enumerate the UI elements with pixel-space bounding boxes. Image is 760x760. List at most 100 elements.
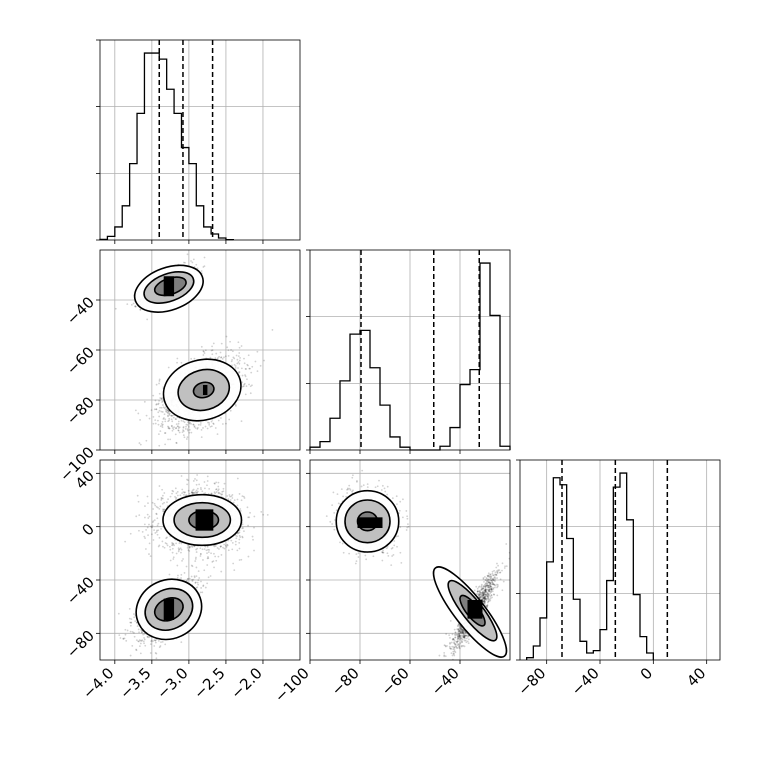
- scatter-point: [161, 508, 164, 511]
- scatter-point: [176, 357, 179, 360]
- scatter-point: [157, 529, 160, 532]
- scatter-point: [151, 526, 154, 528]
- scatter-point: [171, 414, 174, 417]
- scatter-point: [215, 491, 218, 493]
- scatter-point: [194, 427, 197, 429]
- scatter-point: [213, 545, 216, 548]
- scatter-point: [212, 560, 215, 563]
- scatter-point: [238, 547, 241, 550]
- scatter-point: [206, 427, 209, 430]
- scatter-point: [155, 408, 158, 411]
- scatter-point: [165, 411, 168, 413]
- scatter-point: [143, 632, 146, 635]
- scatter-point: [154, 639, 157, 642]
- scatter-point: [146, 526, 149, 529]
- scatter-point: [181, 492, 183, 495]
- scatter-point: [170, 414, 173, 417]
- scatter-point: [186, 436, 189, 439]
- scatter-point: [208, 423, 211, 426]
- scatter-point: [233, 569, 236, 572]
- density-peak: [202, 385, 208, 395]
- scatter-point: [217, 489, 220, 492]
- scatter-point: [171, 420, 174, 423]
- scatter-point: [229, 499, 232, 501]
- scatter-point: [234, 365, 237, 367]
- scatter-point: [167, 427, 170, 430]
- scatter-point: [171, 429, 174, 432]
- scatter-point: [220, 356, 222, 359]
- scatter-point: [161, 488, 164, 491]
- scatter-point: [230, 539, 233, 542]
- density-content: [117, 474, 269, 660]
- scatter-point: [157, 411, 160, 414]
- scatter-point: [144, 537, 146, 540]
- scatter-point: [145, 528, 148, 531]
- scatter-point: [182, 434, 185, 437]
- scatter-point: [197, 423, 200, 426]
- scatter-point: [175, 441, 178, 444]
- scatter-point: [217, 492, 220, 494]
- scatter-point: [152, 508, 155, 510]
- scatter-point: [210, 425, 213, 428]
- scatter-point: [160, 499, 163, 501]
- scatter-point: [184, 261, 186, 264]
- scatter-point: [172, 556, 175, 559]
- scatter-point: [139, 308, 142, 311]
- scatter-point: [198, 483, 201, 486]
- scatter-point: [226, 543, 229, 546]
- scatter-point: [161, 411, 164, 413]
- scatter-point: [236, 549, 239, 552]
- scatter-point: [136, 494, 139, 497]
- scatter-point: [234, 534, 237, 537]
- scatter-point: [232, 501, 235, 504]
- scatter-point: [167, 415, 169, 418]
- scatter-point: [215, 488, 217, 491]
- scatter-point: [210, 349, 213, 352]
- scatter-point: [182, 429, 184, 432]
- scatter-point: [114, 307, 117, 310]
- scatter-point: [215, 488, 218, 491]
- scatter-point: [164, 408, 167, 411]
- scatter-point: [203, 569, 206, 572]
- scatter-point: [200, 488, 202, 491]
- scatter-point: [147, 517, 150, 519]
- scatter-point: [166, 501, 168, 504]
- axes-frame: [519, 459, 721, 661]
- scatter-point: [186, 478, 188, 481]
- scatter-point: [192, 492, 195, 494]
- scatter-point: [187, 549, 190, 551]
- scatter-point: [263, 359, 265, 362]
- scatter-point: [147, 534, 149, 537]
- scatter-point: [247, 524, 249, 527]
- scatter-point: [206, 480, 209, 482]
- scatter-point: [203, 265, 206, 268]
- scatter-point: [210, 552, 212, 555]
- scatter-point: [157, 402, 160, 405]
- scatter-point: [130, 303, 133, 306]
- scatter-point: [217, 481, 220, 484]
- scatter-point: [196, 487, 199, 490]
- scatter-point: [205, 549, 208, 552]
- scatter-point: [163, 413, 166, 416]
- scatter-point: [234, 367, 237, 369]
- scatter-point: [134, 305, 137, 308]
- scatter-point: [206, 552, 208, 555]
- density-content: [114, 253, 274, 450]
- scatter-point: [199, 423, 202, 426]
- scatter-point: [249, 385, 252, 388]
- scatter-point: [207, 551, 210, 554]
- scatter-point: [219, 351, 222, 354]
- scatter-point: [196, 474, 199, 476]
- scatter-point: [244, 374, 246, 376]
- scatter-point: [211, 561, 214, 563]
- scatter-point: [225, 545, 228, 548]
- scatter-point: [166, 544, 169, 547]
- scatter-point: [228, 418, 231, 421]
- scatter-point: [238, 541, 241, 544]
- scatter-point: [157, 522, 160, 525]
- scatter-point: [213, 552, 215, 555]
- scatter-point: [259, 364, 262, 367]
- scatter-point: [211, 345, 213, 348]
- scatter-point: [236, 535, 238, 538]
- scatter-point: [176, 361, 178, 364]
